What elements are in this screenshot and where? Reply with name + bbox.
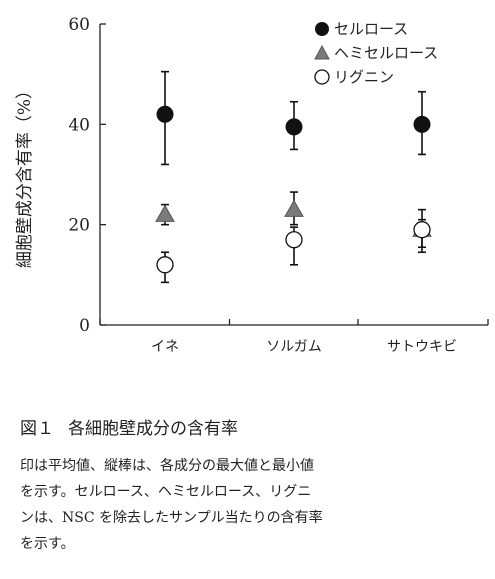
legend-label: ヘミセルロース (334, 44, 438, 62)
y-tick-label: 20 (68, 216, 90, 236)
data-point (413, 221, 431, 239)
chart: 細胞壁成分含有率（%） 0 20 40 60 イネ ソルガム サトウキビ セルロースヘミセ… (15, 15, 489, 355)
figure-caption: 図１ 各細胞壁成分の含有率 印は平均値、縦棒は、各成分の最大値と最小値 を示す。セ… (20, 414, 480, 557)
legend-item: ヘミセルロース (314, 44, 438, 62)
data-point (285, 231, 303, 249)
y-axis-label: 細胞壁成分含有率（%） (15, 82, 35, 268)
legend-label: リグニン (334, 68, 394, 86)
caption-line: を示す。セルロース、ヘミセルロース、リグニ (20, 484, 312, 500)
data-point (156, 105, 174, 123)
legend-label: セルロース (334, 20, 408, 38)
x-ticks: イネ ソルガム サトウキビ (99, 319, 489, 355)
axes (99, 24, 488, 326)
caption-line: 印は平均値、縦棒は、各成分の最大値と最小値 (20, 458, 314, 474)
legend-item: セルロース (315, 20, 408, 38)
legend-marker (315, 22, 329, 36)
data-point (284, 199, 304, 217)
y-tick-label: 0 (79, 316, 90, 336)
data-point (285, 118, 303, 136)
caption-title: 図１ 各細胞壁成分の含有率 (20, 414, 480, 439)
data-point (155, 204, 175, 222)
data-marks (155, 70, 432, 284)
caption-line: を示す。 (20, 536, 75, 552)
x-tick-label: イネ (151, 339, 179, 355)
legend-item: リグニン (314, 68, 394, 86)
caption-line: ンは、NSC を除去したサンプル当たりの含有率 (20, 510, 323, 526)
y-tick-label: 40 (68, 115, 90, 135)
y-tick-label: 60 (68, 15, 90, 35)
legend-marker (314, 44, 330, 60)
x-tick-label: サトウキビ (387, 339, 457, 355)
data-point (413, 115, 431, 133)
y-ticks: 0 20 40 60 (68, 15, 106, 336)
data-point (156, 256, 174, 274)
legend-marker (314, 69, 330, 85)
figure-title: 各細胞壁成分の含有率 (68, 419, 238, 439)
caption-body: 印は平均値、縦棒は、各成分の最大値と最小値 を示す。セルロース、ヘミセルロース、… (20, 453, 480, 557)
figure-number: 図１ (20, 419, 54, 439)
x-tick-label: ソルガム (266, 339, 322, 355)
